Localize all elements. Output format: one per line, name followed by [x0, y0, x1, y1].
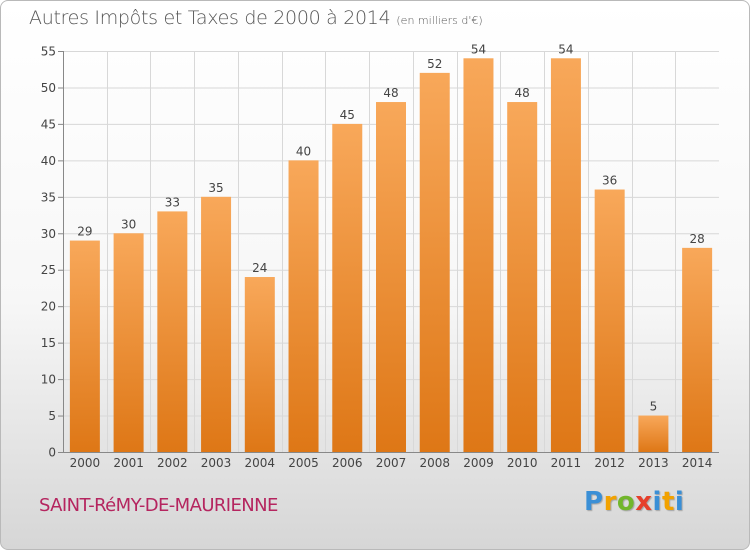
logo-letter: x: [635, 487, 653, 517]
commune-name: SAINT-RéMY-DE-MAURIENNE: [39, 495, 278, 516]
x-tick-label: 2004: [245, 456, 276, 470]
bar-2013: [638, 415, 669, 452]
x-tick-label: 2001: [113, 456, 144, 470]
y-tick-label: 20: [41, 300, 56, 314]
bar-2011: [550, 58, 581, 453]
logo-letter: t: [661, 487, 675, 517]
x-tick-label: 2014: [682, 456, 713, 470]
y-tick-label: 55: [41, 45, 56, 59]
data-label: 40: [296, 144, 311, 158]
bar-2004: [244, 277, 275, 452]
data-label: 48: [515, 86, 530, 100]
y-tick-label: 45: [41, 117, 56, 131]
logo-letter: P: [584, 487, 604, 517]
chart-title-text: Autres Impôts et Taxes de 2000 à 2014: [29, 7, 391, 29]
x-tick-label: 2009: [463, 456, 494, 470]
data-label: 35: [208, 181, 223, 195]
data-label: 33: [165, 195, 180, 209]
chart-title: Autres Impôts et Taxes de 2000 à 2014 (en…: [29, 7, 483, 29]
data-label: 30: [121, 217, 136, 231]
bar-2010: [507, 102, 538, 452]
bar-2002: [157, 211, 188, 452]
data-label: 36: [602, 174, 617, 188]
data-label: 5: [650, 400, 658, 414]
chart-unit: (en milliers d'€): [396, 14, 483, 27]
y-tick-label: 0: [48, 446, 56, 460]
bar-2009: [463, 58, 494, 453]
logo-letter: o: [616, 487, 636, 517]
x-tick-label: 2003: [201, 456, 232, 470]
bar-2001: [113, 233, 144, 452]
logo-letter: i: [652, 487, 662, 517]
y-tick-label: 50: [41, 81, 56, 95]
data-label: 29: [77, 225, 92, 239]
y-tick-label: 15: [41, 336, 56, 350]
x-tick-label: 2012: [594, 456, 625, 470]
bar-2000: [69, 240, 100, 452]
y-tick-label: 25: [41, 263, 56, 277]
axes: 0 5 10 15 20 25 30 35 40 45 50 55 2000 2001 2002 2003 20…: [41, 45, 719, 470]
bar-2006: [332, 123, 363, 452]
bar-2007: [376, 102, 406, 452]
x-tick-label: 2011: [551, 456, 582, 470]
bar-2012: [594, 189, 625, 452]
x-tick-label: 2008: [419, 456, 450, 470]
data-label: 52: [427, 57, 442, 71]
x-tick-label: 2002: [157, 456, 188, 470]
data-label: 48: [383, 86, 398, 100]
y-tick-label: 40: [41, 154, 56, 168]
bars: [69, 58, 713, 453]
proxiti-logo[interactable]: Proxiti: [584, 487, 684, 517]
bar-2014: [682, 247, 713, 452]
x-tick-label: 2005: [288, 456, 319, 470]
y-tick-label: 35: [41, 190, 56, 204]
data-label: 54: [471, 42, 486, 56]
bar-2005: [288, 160, 319, 452]
bar-2003: [201, 196, 232, 452]
logo-letter: r: [603, 487, 617, 517]
y-tick-label: 30: [41, 227, 56, 241]
y-tick-label: 5: [48, 409, 56, 423]
data-label: 54: [558, 42, 573, 56]
x-tick-label: 2010: [507, 456, 538, 470]
x-tick-label: 2013: [638, 456, 669, 470]
data-label: 45: [340, 108, 355, 122]
x-tick-label: 2006: [332, 456, 363, 470]
data-label: 28: [689, 232, 704, 246]
bar-2008: [419, 72, 450, 452]
data-label: 24: [252, 261, 267, 275]
x-tick-label: 2007: [376, 456, 407, 470]
y-tick-label: 10: [41, 373, 56, 387]
data-labels: 29 30 33 35 24 40 45 48 52 54 48 54 36 5 28: [77, 42, 705, 413]
x-tick-label: 2000: [70, 456, 101, 470]
logo-letter: i: [674, 487, 685, 517]
